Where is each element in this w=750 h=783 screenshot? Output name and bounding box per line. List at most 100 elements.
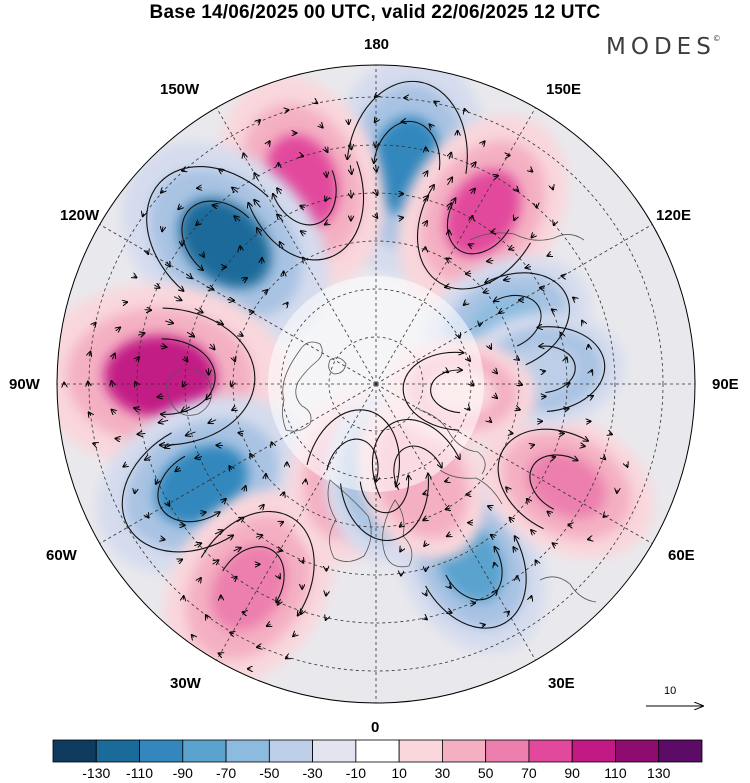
wind-vector [458, 334, 459, 337]
wind-vector [531, 530, 535, 534]
wind-vector [227, 300, 233, 301]
wind-vector [325, 223, 328, 225]
wind-vector [564, 409, 569, 410]
lon-label-180: 180 [364, 36, 390, 53]
streamline [200, 510, 315, 617]
wind-vector [202, 253, 204, 256]
wind-vector [267, 624, 271, 626]
wind-vector [147, 250, 148, 254]
wind-vector [449, 153, 451, 160]
wind-vector [123, 464, 126, 466]
wind-vector [232, 188, 239, 193]
wind-vector [465, 109, 466, 112]
wind-vector [525, 266, 530, 267]
wind-vector [231, 382, 233, 386]
wind-vector [123, 302, 127, 303]
streamline [157, 455, 220, 523]
vector-scale-label: 10 [664, 685, 677, 697]
wind-vector [464, 303, 467, 305]
wind-vector [93, 323, 95, 326]
streamline [340, 474, 433, 542]
wind-vector [424, 543, 427, 546]
wind-vector [493, 370, 497, 374]
wind-vector [375, 95, 377, 97]
wind-vector [244, 153, 245, 157]
wind-vector [264, 290, 267, 293]
wind-vector [277, 188, 281, 195]
lon-label-30e: 30E [548, 675, 575, 692]
wind-vector [156, 479, 158, 484]
wind-vector [111, 410, 115, 414]
wind-vector [89, 412, 91, 415]
colorbar-tick-label: 30 [434, 765, 451, 781]
colorbar-swatch [268, 739, 314, 763]
colorbar-swatch [139, 739, 184, 763]
streamline [359, 475, 411, 514]
map-border [56, 64, 696, 704]
colorbar-swatch [225, 739, 270, 763]
wind-vector [540, 288, 544, 289]
wind-vector [214, 530, 223, 534]
wind-vector [375, 214, 378, 218]
wind-vector [469, 244, 473, 246]
streamline [146, 166, 269, 291]
wind-vector [116, 327, 120, 330]
wind-vector [488, 506, 492, 508]
wind-vector [146, 514, 148, 517]
streamline [497, 428, 590, 530]
streamline [485, 272, 570, 366]
wind-vector [179, 525, 185, 526]
wind-vector [542, 371, 545, 372]
wind-vector [375, 141, 376, 147]
copyright-mark: © [712, 34, 721, 43]
wind-vector [206, 287, 213, 290]
wind-vector [134, 408, 141, 410]
wind-vector [232, 408, 236, 410]
wind-vector [206, 615, 208, 619]
wind-vector [548, 512, 551, 515]
wind-vector [471, 162, 475, 167]
wind-vector [230, 633, 234, 635]
wind-vector [216, 321, 223, 324]
wind-vector [506, 487, 508, 490]
wind-vector [229, 466, 232, 470]
wind-vector [233, 577, 236, 580]
wind-vector [160, 539, 164, 540]
wind-vector [351, 189, 352, 198]
wind-vector [470, 382, 473, 385]
wind-vector [446, 508, 451, 509]
wind-vector [434, 102, 437, 104]
streamline [306, 409, 413, 489]
colorbar-swatch [182, 739, 227, 763]
wind-vector [258, 120, 260, 122]
colorbar [52, 739, 703, 763]
lon-label-90e: 90E [712, 376, 739, 393]
wind-vector [527, 499, 530, 503]
wind-vector [566, 383, 569, 385]
wind-vector [145, 456, 152, 459]
wind-vector [88, 382, 89, 387]
wind-vector [260, 505, 264, 509]
wind-vector [178, 559, 182, 561]
wind-vector [320, 124, 323, 127]
colorbar-tick-label: 70 [521, 765, 537, 781]
colorbar-tick-label: -90 [172, 765, 193, 781]
wind-vector [301, 231, 306, 234]
colorbar-tick-label: -130 [82, 765, 111, 781]
colorbar-swatch [52, 739, 97, 763]
wind-vector [425, 593, 427, 596]
wind-vector [255, 535, 262, 537]
wind-vector [325, 196, 327, 200]
wind-vector [325, 147, 328, 152]
wind-vector [531, 596, 532, 599]
wind-vector [487, 260, 494, 261]
wind-vector [210, 344, 214, 349]
colorbar-tick-label: 90 [564, 765, 580, 781]
wind-vector [509, 247, 514, 249]
wind-vector [326, 170, 327, 177]
wind-vector [219, 653, 222, 654]
wind-vectors [64, 95, 627, 669]
lon-label-150e: 150E [546, 81, 582, 98]
wind-vector [219, 169, 223, 172]
streamline [121, 432, 233, 553]
